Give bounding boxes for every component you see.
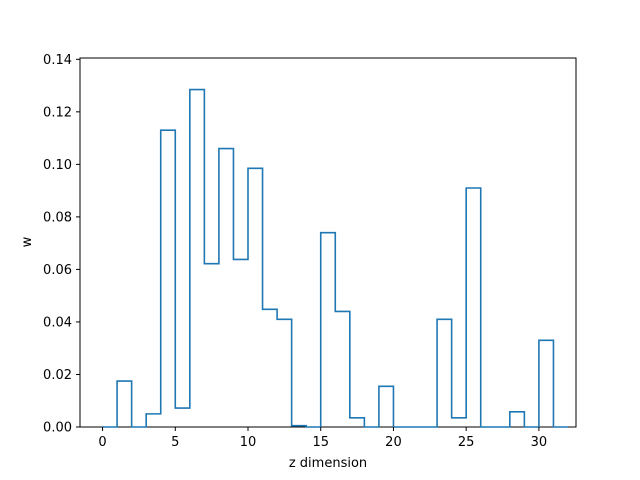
y-tick-label: 0.14	[43, 53, 72, 68]
x-tick-label: 20	[385, 435, 402, 450]
x-tick-label: 10	[240, 435, 257, 450]
y-tick-label: 0.06	[43, 263, 72, 278]
y-tick-label: 0.10	[43, 158, 72, 173]
x-axis-label: z dimension	[289, 456, 367, 471]
y-tick-label: 0.12	[43, 105, 72, 120]
histogram-step-line	[102, 88, 568, 428]
y-tick-label: 0.08	[43, 210, 72, 225]
x-tick-label: 15	[312, 435, 329, 450]
y-tick-label: 0.00	[43, 421, 72, 436]
x-axis: 0 5 10 15 20 25 30	[98, 427, 547, 450]
y-axis: 0.00 0.02 0.04 0.06 0.08 0.10 0.12 0.14	[43, 53, 80, 436]
y-axis-label: w	[20, 236, 35, 247]
x-tick-label: 25	[458, 435, 475, 450]
x-tick-label: 0	[98, 435, 106, 450]
x-tick-label: 30	[531, 435, 548, 450]
y-tick-label: 0.02	[43, 368, 72, 383]
x-tick-label: 5	[171, 435, 179, 450]
y-tick-label: 0.04	[43, 315, 72, 330]
plot-frame	[79, 57, 577, 428]
